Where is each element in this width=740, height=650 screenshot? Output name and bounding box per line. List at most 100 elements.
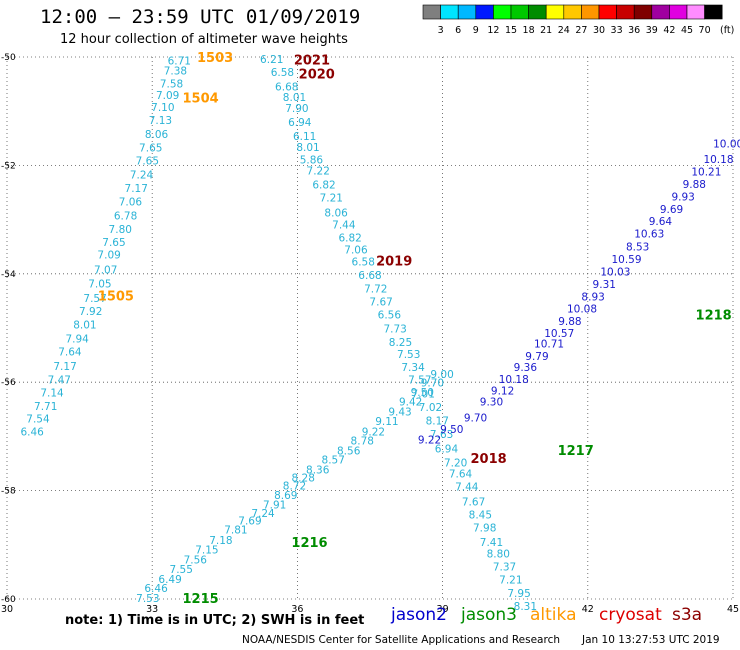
wave-height-point: 7.54 [26,414,50,426]
wave-height-point: 7.34 [401,362,425,374]
y-tick-label: -58 [1,487,16,497]
wave-height-point: 7.18 [209,535,232,547]
wave-height-point: 7.02 [419,402,442,414]
wave-height-point: 6.68 [358,270,381,282]
wave-height-point: 8.56 [337,445,361,457]
wave-height-point: 8.31 [514,601,537,613]
colorbar-label: 24 [558,25,570,36]
legend-jason2-label: jason2 [391,605,447,625]
wave-height-point: 9.42 [399,397,422,409]
wave-height-point: 6.71 [168,55,191,67]
wave-height-point: 9.00 [430,369,453,381]
y-tick-label: -56 [1,378,16,388]
wave-height-point: 7.98 [473,522,496,534]
wave-height-point: 9.31 [593,279,616,291]
legend-jason3-label: jason3 [461,605,517,625]
wave-height-point: 9.22 [362,427,385,439]
wave-height-point: 7.01 [412,389,435,401]
legend-altika-label: altika [530,605,577,625]
wave-height-point: 9.70 [464,412,487,424]
wave-height-point: 10.71 [534,339,564,351]
wave-height-point: 6.46 [20,427,44,439]
colorbar-label: 42 [663,25,675,36]
wave-height-point: 7.95 [507,588,530,600]
pass-label: 1215 [183,592,219,607]
wave-height-point: 7.65 [136,156,159,168]
colorbar-label: 18 [523,25,535,36]
colorbar-label: 45 [681,25,693,36]
wave-height-point: 9.69 [660,204,683,216]
wave-height-point: 7.24 [251,508,275,520]
wave-height-point: 7.22 [307,165,330,177]
wave-height-point: 9.50 [440,424,463,436]
colorbar-label: 33 [611,25,623,36]
wave-height-point: 9.64 [649,216,673,228]
wave-height-point: 7.41 [480,537,503,549]
colorbar-label: 15 [505,25,517,36]
wave-height-point: 10.03 [600,267,630,279]
wave-height-point: 9.88 [683,179,706,191]
wave-height-point: 6.82 [312,179,335,191]
wave-height-point: 7.64 [58,346,82,358]
pass-label: 2019 [376,254,412,269]
wave-height-point: 8.80 [487,548,510,560]
wave-height-point: 7.81 [224,525,247,537]
wave-height-point: 7.90 [285,103,308,115]
wave-height-point: 7.24 [130,170,154,182]
colorbar-label: 9 [473,25,479,36]
x-tick-label: 33 [146,604,158,615]
colorbar-label: 36 [628,25,640,36]
wave-height-point: 9.70 [421,378,444,390]
pass-label: 1217 [558,444,594,459]
wave-height-point: 9.88 [558,316,581,328]
wave-height-point: 7.63 [430,429,453,441]
wave-height-point: 9.12 [491,385,514,397]
colorbar-label: (ft) [720,25,734,36]
wave-height-point: 9.93 [671,191,694,203]
wave-height-point: 10.57 [544,328,574,340]
wave-height-point: 6.21 [260,54,283,66]
wave-height-point: 7.64 [449,468,473,480]
wave-height-point: 7.09 [156,90,179,102]
wave-height-point: 9.43 [388,406,411,418]
wave-height-point: 7.37 [493,561,516,573]
wave-height-point: 10.18 [703,154,733,166]
wave-height-point: 9.36 [514,362,538,374]
wave-height-point: 7.80 [109,224,132,236]
wave-height-point: 10.18 [499,374,529,386]
wave-height-point: 6.94 [288,117,312,129]
wave-height-point: 6.58 [271,67,294,79]
pass-label: 1216 [291,536,327,551]
wave-height-point: 6.56 [378,309,402,321]
wave-height-point: 7.17 [53,361,76,373]
wave-height-point: 7.10 [151,102,174,114]
wave-height-point: 10.59 [611,254,641,266]
wave-height-point: 8.36 [306,464,330,476]
wave-height-point: 7.57 [408,374,431,386]
wave-height-point: 7.15 [195,545,218,557]
wave-height-point: 8.01 [283,92,306,104]
colorbar-label: 12 [487,25,499,36]
wave-height-point: 6.78 [114,210,137,222]
wave-height-point: 6.94 [435,443,459,455]
pass-label: 1503 [197,51,233,66]
wave-height-point: 7.07 [94,264,117,276]
colorbar-label: 6 [455,25,461,36]
wave-height-point: 7.21 [320,192,343,204]
wave-height-point: 7.53 [397,349,420,361]
wave-height-point: 8.06 [145,129,169,141]
wave-height-point: 5.86 [300,154,324,166]
colorbar-swatch [704,4,723,20]
pass-label: 2018 [470,452,506,467]
wave-height-point: 9.11 [375,416,398,428]
wave-height-point: 9.22 [418,435,441,447]
wave-height-point: 10.08 [567,303,597,315]
wave-height-point: 7.13 [149,115,172,127]
legend-cryosat: cryosat [599,605,662,625]
y-tick-label: -60 [1,595,16,605]
x-tick-label: 30 [1,604,13,615]
wave-height-point: 6.49 [158,574,181,586]
wave-height-point: 10.00 [713,139,740,151]
colorbar-label: 3 [438,25,444,36]
